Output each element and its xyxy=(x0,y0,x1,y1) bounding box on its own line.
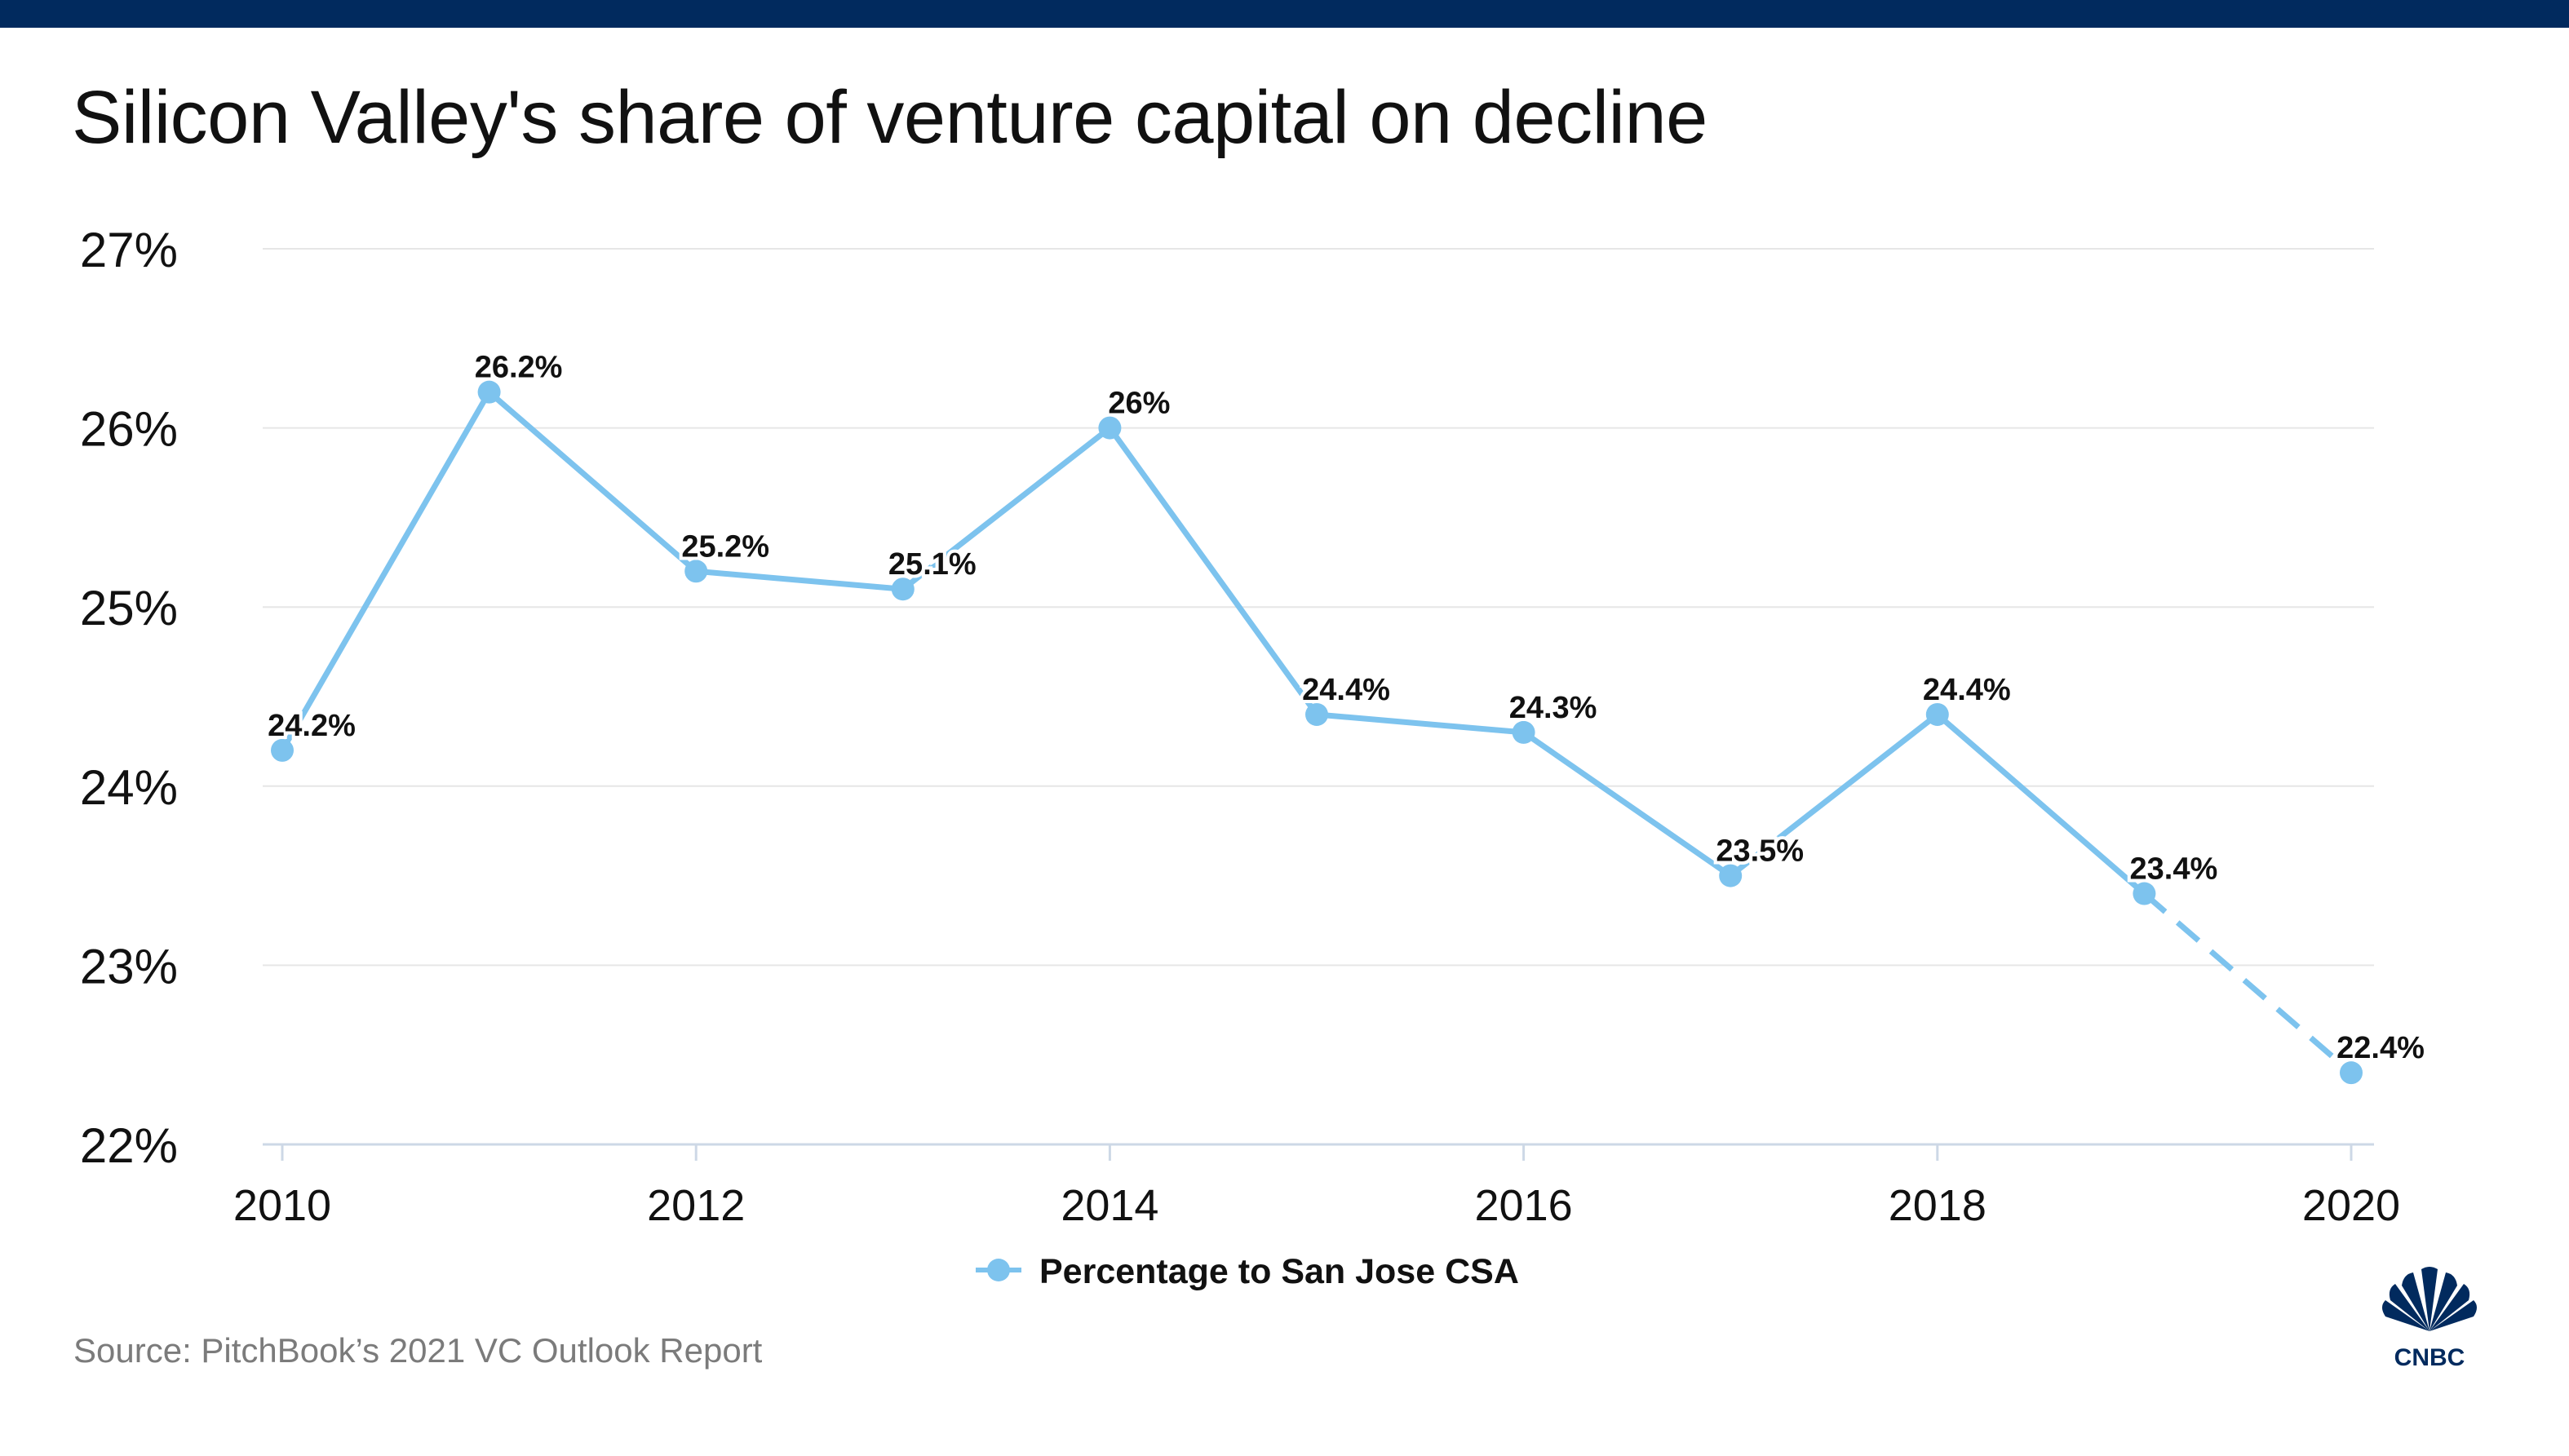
data-label: 23.5% xyxy=(1716,834,1804,869)
data-point xyxy=(1719,864,1743,887)
y-tick-label: 22% xyxy=(80,1118,178,1173)
data-point xyxy=(1305,702,1328,726)
legend-label: Percentage to San Jose CSA xyxy=(1039,1252,1519,1291)
data-label: 23.4% xyxy=(2130,852,2218,887)
data-label: 26% xyxy=(1108,387,1170,421)
data-point xyxy=(684,560,708,583)
data-label: 26.2% xyxy=(475,351,563,385)
y-tick-label: 24% xyxy=(80,760,178,815)
legend-marker xyxy=(987,1259,1010,1281)
data-label: 24.2% xyxy=(268,709,356,743)
y-tick-label: 26% xyxy=(80,402,178,457)
data-label: 24.3% xyxy=(1509,691,1597,725)
x-tick-label: 2016 xyxy=(1475,1181,1573,1230)
data-label: 24.4% xyxy=(1923,673,2011,707)
data-point xyxy=(2133,882,2156,905)
data-point xyxy=(271,738,294,762)
cnbc-peacock-logo: CNBC xyxy=(2382,1267,2477,1370)
x-tick-label: 2010 xyxy=(233,1181,331,1230)
svg-text:CNBC: CNBC xyxy=(2394,1344,2465,1370)
series-line-projected xyxy=(2142,891,2354,1075)
data-point xyxy=(1098,416,1122,440)
x-tick-label: 2018 xyxy=(1889,1181,1987,1230)
data-point xyxy=(2340,1061,2363,1085)
y-tick-label: 23% xyxy=(80,939,178,994)
x-tick-label: 2020 xyxy=(2302,1181,2400,1230)
source-note: Source: PitchBook’s 2021 VC Outlook Repo… xyxy=(73,1331,763,1370)
chart-title: Silicon Valley's share of venture capita… xyxy=(72,76,1707,159)
top-banner xyxy=(0,0,2569,28)
y-tick-label: 27% xyxy=(80,223,178,277)
x-tick-label: 2012 xyxy=(647,1181,745,1230)
data-label: 24.4% xyxy=(1302,673,1390,707)
data-label: 25.1% xyxy=(888,547,977,582)
data-point xyxy=(1512,720,1535,744)
series-line xyxy=(279,389,2147,897)
data-label: 25.2% xyxy=(681,529,769,564)
data-label: 22.4% xyxy=(2336,1031,2425,1065)
data-point xyxy=(891,578,915,601)
x-tick-label: 2014 xyxy=(1061,1181,1158,1230)
data-point xyxy=(477,380,501,404)
y-tick-label: 25% xyxy=(80,581,178,635)
data-point xyxy=(1925,702,1949,726)
